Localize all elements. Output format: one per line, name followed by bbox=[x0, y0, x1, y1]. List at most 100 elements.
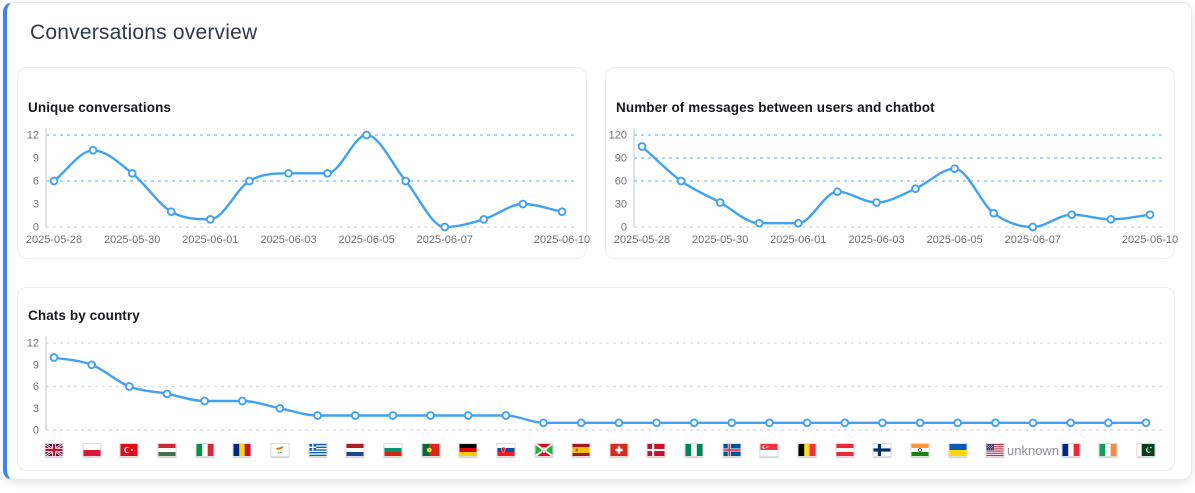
y-tick-labels: 0 30 60 90 120 bbox=[609, 130, 627, 234]
data-point[interactable] bbox=[991, 418, 1000, 428]
data-point[interactable] bbox=[1028, 222, 1038, 232]
data-points bbox=[49, 353, 1151, 428]
svg-text:2025-06-01: 2025-06-01 bbox=[182, 234, 238, 246]
data-point[interactable] bbox=[715, 198, 725, 207]
svg-text:6: 6 bbox=[33, 176, 39, 188]
flag-pl-icon bbox=[82, 443, 102, 457]
flag-ie-icon bbox=[1098, 443, 1118, 457]
messages-svg: 0 30 60 90 120 2025-05-28 2025-05-30 2025-06-01… bbox=[609, 128, 1178, 246]
svg-text:2025-05-28: 2025-05-28 bbox=[614, 234, 670, 246]
data-point[interactable] bbox=[162, 389, 172, 399]
data-point[interactable] bbox=[166, 207, 176, 217]
gridlines bbox=[46, 134, 574, 228]
data-point[interactable] bbox=[49, 353, 59, 362]
data-point[interactable] bbox=[401, 176, 411, 186]
svg-text:12: 12 bbox=[27, 338, 39, 350]
messages-chart[interactable]: 0 30 60 90 120 2025-05-28 2025-05-30 2025-06-01… bbox=[609, 125, 1178, 247]
gridlines bbox=[46, 342, 1162, 431]
data-point[interactable] bbox=[676, 176, 686, 186]
flag-sk-icon bbox=[496, 443, 516, 457]
data-point[interactable] bbox=[557, 207, 567, 217]
data-point[interactable] bbox=[237, 396, 247, 406]
data-point[interactable] bbox=[501, 411, 511, 420]
messages-title: Number of messages between users and cha… bbox=[616, 100, 935, 115]
flag-pk-icon bbox=[1136, 443, 1156, 457]
data-point[interactable] bbox=[911, 184, 920, 194]
data-point[interactable] bbox=[614, 418, 624, 428]
svg-text:2025-05-30: 2025-05-30 bbox=[692, 234, 748, 246]
data-point[interactable] bbox=[802, 418, 812, 428]
data-point[interactable] bbox=[576, 418, 586, 428]
data-point[interactable] bbox=[727, 418, 737, 428]
flag-fr-icon bbox=[1061, 443, 1081, 457]
data-point[interactable] bbox=[49, 176, 59, 186]
svg-text:3: 3 bbox=[33, 403, 39, 415]
data-point[interactable] bbox=[275, 403, 285, 413]
data-point[interactable] bbox=[127, 168, 137, 178]
data-point[interactable] bbox=[793, 218, 803, 228]
flag-bi-icon bbox=[534, 443, 554, 457]
chats-by-country-card: Chats by country 0 3 6 9 12 unknown bbox=[17, 287, 1175, 471]
data-point[interactable] bbox=[245, 176, 254, 186]
data-point[interactable] bbox=[1145, 210, 1155, 220]
data-point[interactable] bbox=[840, 418, 850, 428]
data-point[interactable] bbox=[1067, 210, 1077, 220]
data-point[interactable] bbox=[350, 411, 360, 420]
flag-tr-icon bbox=[119, 443, 139, 457]
data-point[interactable] bbox=[1106, 214, 1116, 224]
data-point[interactable] bbox=[989, 208, 999, 218]
data-point[interactable] bbox=[440, 222, 450, 232]
data-point[interactable] bbox=[463, 411, 473, 420]
chats-by-country-svg: 0 3 6 9 12 bbox=[27, 336, 1162, 437]
data-point[interactable] bbox=[1066, 418, 1076, 428]
chats-by-country-chart[interactable]: 0 3 6 9 12 bbox=[26, 333, 1164, 437]
unique-conversations-chart[interactable]: 0 3 6 9 12 2025-05-28 2025-05-30 2025-06-01 2025… bbox=[26, 125, 590, 247]
svg-text:2025-06-03: 2025-06-03 bbox=[260, 234, 316, 246]
svg-text:2025-06-05: 2025-06-05 bbox=[926, 234, 982, 246]
data-point[interactable] bbox=[124, 382, 134, 391]
flag-sg-icon bbox=[759, 443, 779, 457]
data-point[interactable] bbox=[872, 198, 881, 207]
y-tick-labels: 0 3 6 9 12 bbox=[27, 130, 39, 234]
data-points bbox=[637, 142, 1155, 232]
flag-gr-icon bbox=[308, 443, 328, 457]
data-point[interactable] bbox=[426, 411, 435, 420]
svg-text:2025-06-01: 2025-06-01 bbox=[770, 234, 826, 246]
data-point[interactable] bbox=[833, 187, 842, 197]
svg-text:2025-06-07: 2025-06-07 bbox=[1005, 234, 1061, 246]
data-point[interactable] bbox=[539, 418, 548, 428]
svg-text:12: 12 bbox=[27, 130, 39, 142]
flag-bg-icon bbox=[383, 443, 403, 457]
data-point[interactable] bbox=[878, 418, 887, 428]
data-point[interactable] bbox=[754, 218, 764, 228]
data-point[interactable] bbox=[518, 199, 528, 209]
x-tick-labels: 2025-05-28 2025-05-30 2025-06-01 2025-06-03… bbox=[614, 234, 1178, 246]
flag-ua-icon bbox=[948, 443, 968, 457]
data-point[interactable] bbox=[637, 142, 647, 151]
data-point[interactable] bbox=[1028, 418, 1038, 428]
data-point[interactable] bbox=[950, 164, 959, 174]
data-point[interactable] bbox=[388, 411, 398, 420]
data-point[interactable] bbox=[915, 418, 925, 428]
data-point[interactable] bbox=[87, 360, 97, 370]
data-point[interactable] bbox=[313, 411, 322, 420]
data-point[interactable] bbox=[323, 168, 332, 178]
data-point[interactable] bbox=[200, 396, 209, 406]
data-point[interactable] bbox=[689, 418, 699, 428]
flag-is-icon bbox=[722, 443, 742, 457]
data-point[interactable] bbox=[652, 418, 661, 428]
svg-text:30: 30 bbox=[615, 199, 627, 211]
flag-ng-icon bbox=[684, 443, 704, 457]
data-point[interactable] bbox=[1141, 418, 1151, 428]
svg-text:2025-06-07: 2025-06-07 bbox=[417, 234, 473, 246]
data-point[interactable] bbox=[765, 418, 774, 428]
data-point[interactable] bbox=[953, 418, 963, 428]
chats-by-country-title: Chats by country bbox=[28, 308, 140, 323]
data-point[interactable] bbox=[362, 130, 371, 140]
data-point[interactable] bbox=[205, 214, 215, 224]
data-point[interactable] bbox=[284, 168, 293, 178]
data-point[interactable] bbox=[479, 214, 489, 224]
data-point[interactable] bbox=[1103, 418, 1113, 428]
svg-text:2025-05-30: 2025-05-30 bbox=[104, 234, 160, 246]
data-point[interactable] bbox=[88, 145, 98, 155]
